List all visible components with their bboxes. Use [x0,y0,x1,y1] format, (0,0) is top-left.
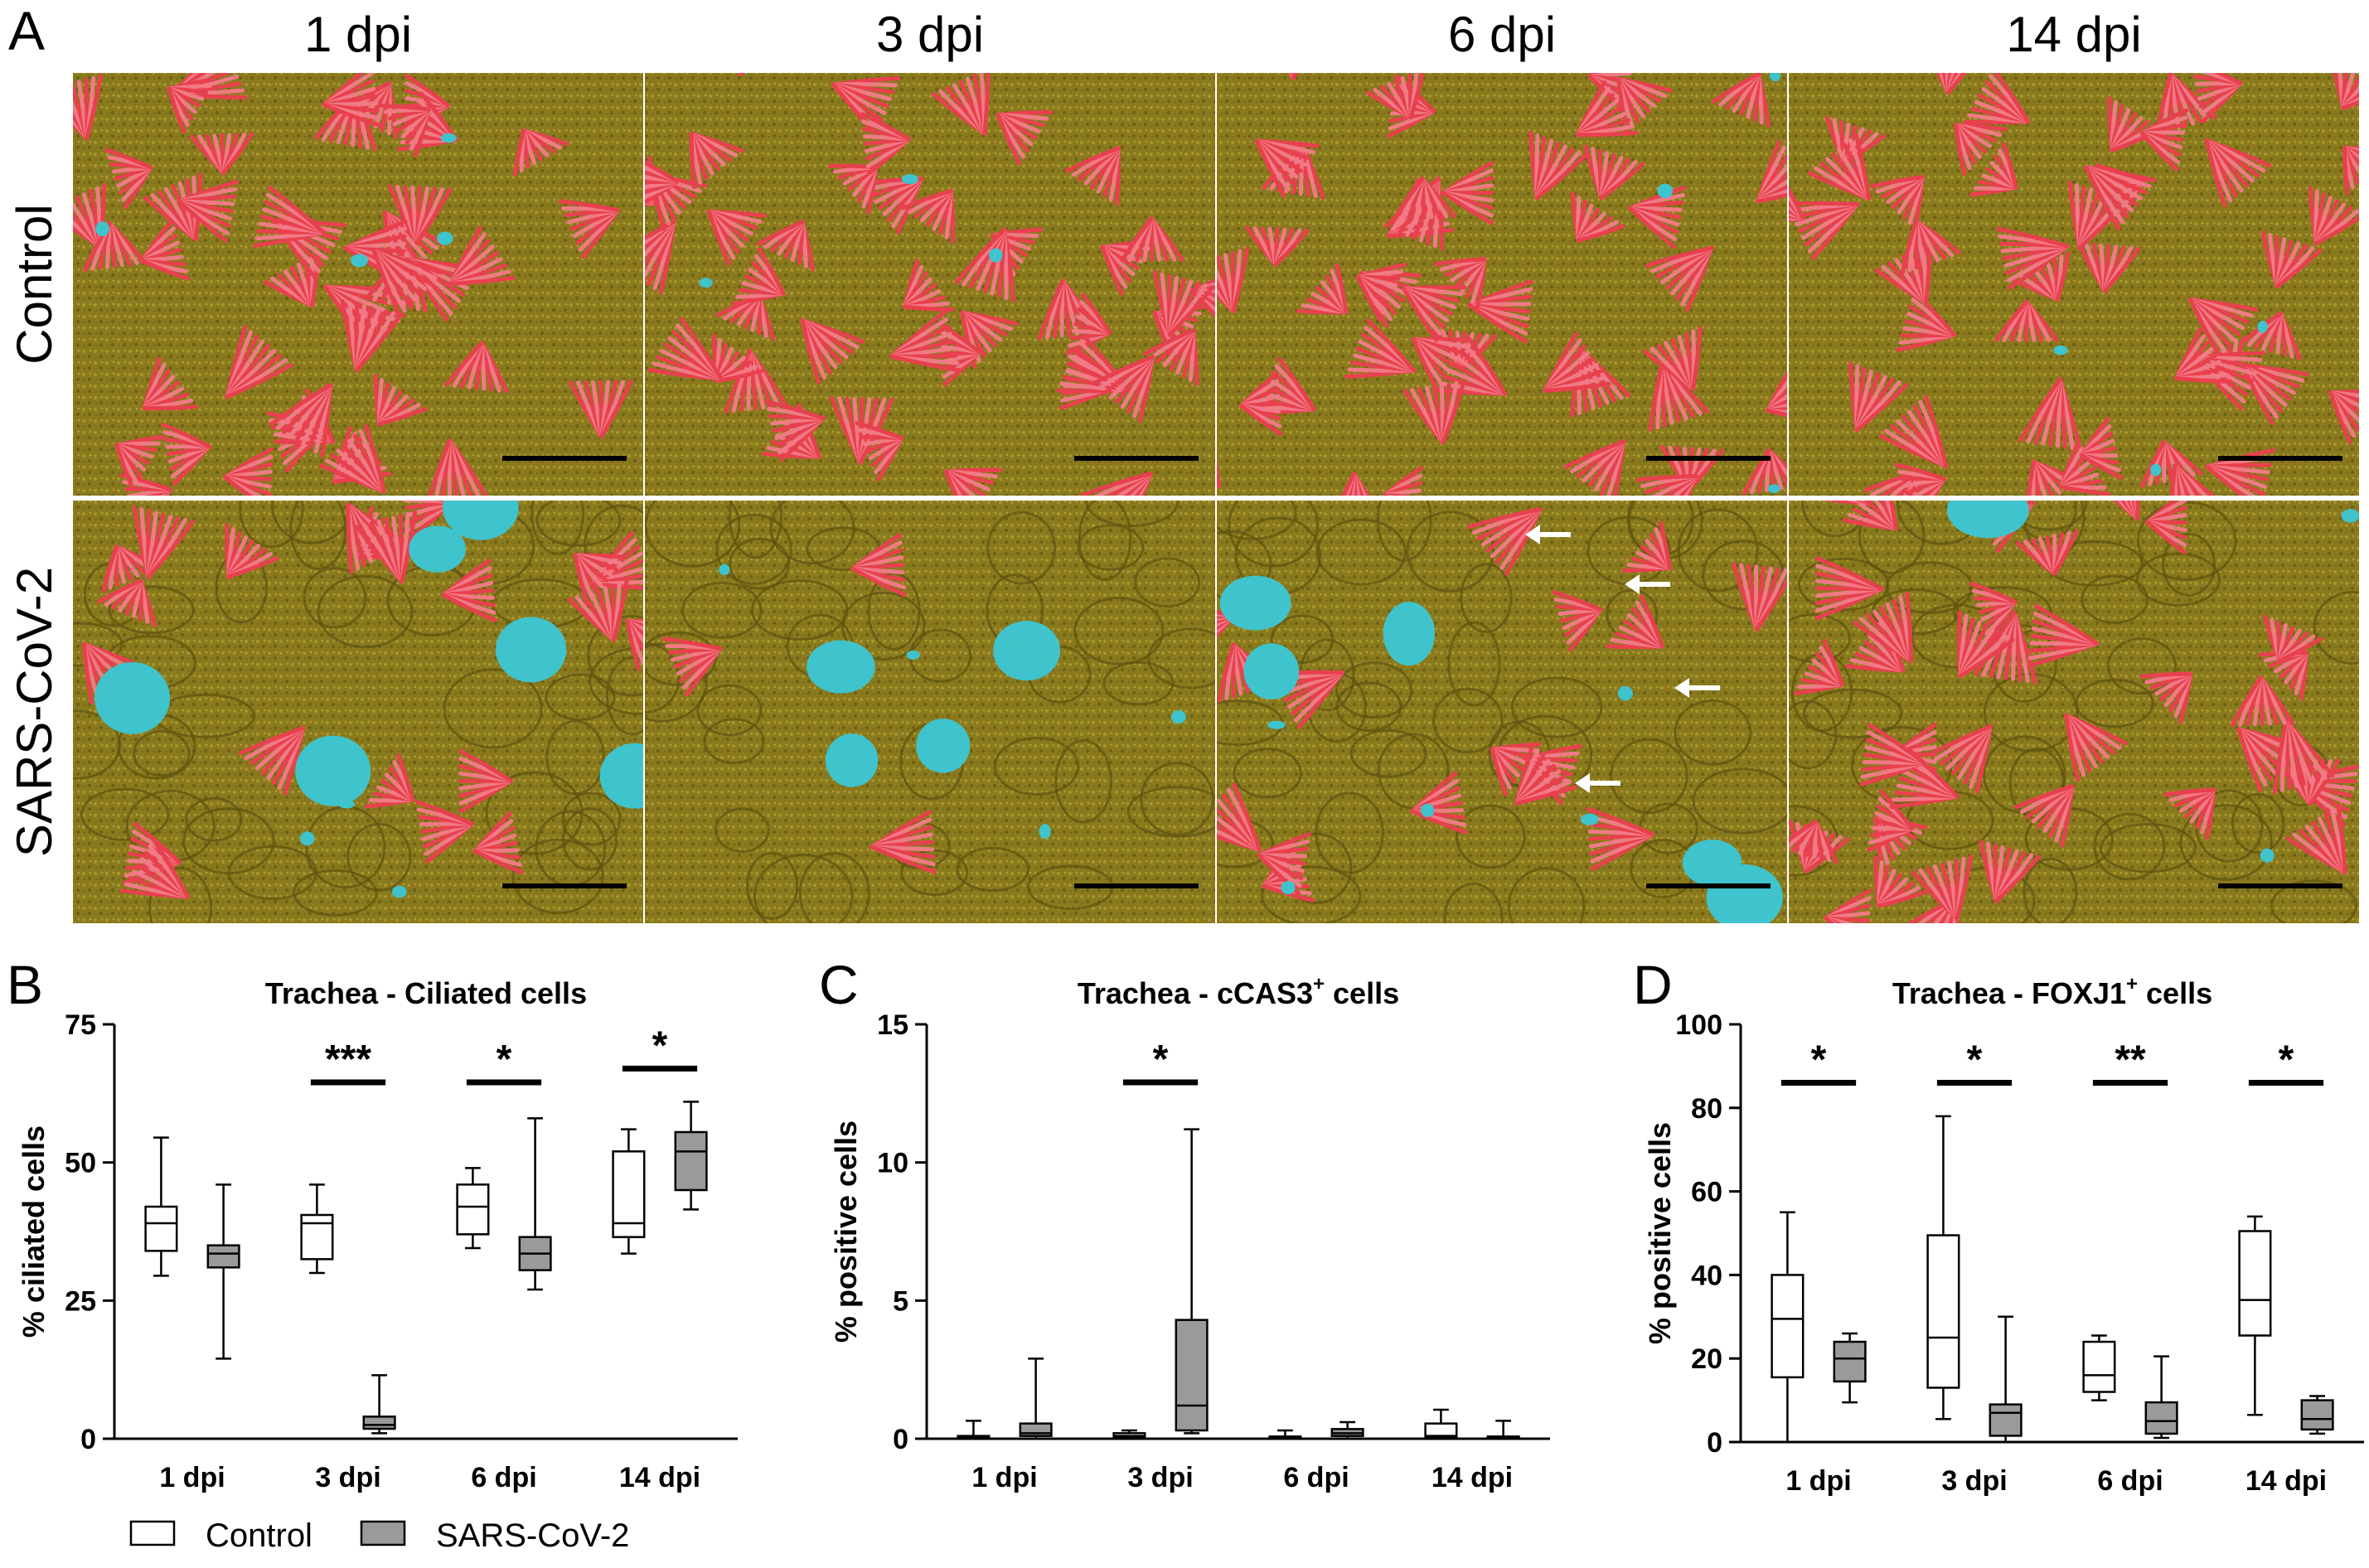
y-tick-label: 25 [65,1285,96,1317]
y-axis-label: % positive cells [829,1120,863,1343]
panel-letter: C [819,954,859,1015]
box-sars-cov-2 [518,1117,552,1291]
y-tick-label: 50 [65,1148,96,1179]
column-header: 6 dpi [1448,7,1556,62]
x-tick-label: 1 dpi [159,1462,225,1493]
box-sars-cov-2 [1486,1420,1520,1440]
row-header: Control [7,204,62,364]
x-tick-label: 3 dpi [315,1462,380,1493]
significance-stars: *** [325,1038,371,1082]
y-tick-label: 0 [1707,1427,1722,1459]
column-headers: 1 dpi 3 dpi 6 dpi 14 dpi [304,7,2142,62]
legend-label-control: Control [206,1517,312,1554]
x-tick-label: 1 dpi [971,1462,1037,1493]
x-tick-label: 6 dpi [471,1462,536,1493]
box-sars-cov-2 [674,1101,708,1211]
box-sars-cov-2 [206,1183,240,1360]
box-sars-cov-2 [362,1374,396,1435]
y-tick-label: 20 [1691,1343,1722,1375]
y-tick-label: 15 [877,1009,908,1041]
y-axis-label: % positive cells [1643,1122,1677,1344]
panel-letter: D [1633,954,1673,1015]
legend-swatch-control [129,1520,176,1546]
x-tick-label: 6 dpi [2097,1465,2163,1497]
legend: Control SARS-CoV-2 [129,1517,629,1554]
micrograph-tile [73,73,643,496]
y-tick-label: 40 [1691,1260,1722,1291]
box-control [1771,1211,1805,1444]
chart-title: Trachea - Ciliated cells [265,976,587,1010]
micrograph-tile [1217,501,1787,923]
x-tick-label: 14 dpi [1432,1462,1513,1493]
box-control [1268,1429,1302,1440]
row-header: SARS-CoV-2 [7,567,62,857]
box-control [2082,1334,2116,1401]
y-tick-label: 60 [1691,1177,1722,1208]
x-tick-label: 3 dpi [1941,1465,2007,1497]
micrograph-grid [73,73,2359,923]
panel-a-letter: A [8,0,45,61]
significance-stars: * [2279,1038,2294,1082]
row-headers: Control SARS-CoV-2 [7,204,62,857]
significance-stars: * [1153,1038,1169,1082]
micrograph-tile [1789,501,2359,923]
box-sars-cov-2 [1019,1357,1053,1440]
significance-stars: * [1967,1038,1983,1082]
x-tick-label: 6 dpi [1283,1462,1349,1493]
y-tick-label: 100 [1675,1009,1722,1041]
y-tick-label: 10 [877,1148,908,1179]
micrograph-tile [645,501,1215,923]
box-control [144,1136,178,1277]
chart-title: Trachea - FOXJ1+ cells [1892,973,2212,1010]
x-tick-label: 14 dpi [619,1462,700,1493]
y-axis-label: % ciliated cells [17,1125,51,1338]
box-sars-cov-2 [1175,1128,1209,1435]
micrograph-tile [1789,73,2359,496]
box-sars-cov-2 [1330,1420,1364,1440]
box-control [1112,1429,1146,1440]
box-control [456,1167,490,1250]
x-tick-label: 14 dpi [2245,1465,2327,1497]
significance-stars: ** [2115,1038,2146,1082]
box-sars-cov-2 [1833,1332,1867,1404]
chart-c-ccas3-cells: C Trachea - cCAS3+ cells 0 5 10 15 % positive … [819,954,1550,1493]
box-control [2238,1215,2272,1416]
x-tick-label: 1 dpi [1785,1465,1851,1497]
significance-stars: * [497,1038,512,1082]
y-tick-label: 75 [65,1009,96,1041]
y-tick-label: 0 [80,1424,96,1455]
box-control [300,1183,334,1275]
y-tick-label: 5 [893,1285,908,1317]
micrograph-tile [1217,73,1787,496]
box-sars-cov-2 [1989,1315,2023,1444]
column-header: 1 dpi [304,7,412,62]
chart-title: Trachea - cCAS3+ cells [1078,973,1399,1010]
box-control [1926,1115,1960,1420]
significance-stars: * [1811,1038,1827,1082]
significance-stars: * [652,1024,668,1067]
micrograph-tile [645,73,1215,496]
x-tick-label: 3 dpi [1127,1462,1193,1493]
box-control [612,1128,646,1255]
panel-letter: B [7,954,43,1015]
column-header: 3 dpi [876,7,984,62]
y-tick-label: 80 [1691,1093,1722,1125]
panel-a-micrographs: A 1 dpi 3 dpi 6 dpi 14 dpi Control SARS-CoV-… [7,0,2359,923]
box-sars-cov-2 [2300,1395,2334,1435]
legend-label-sars: SARS-CoV-2 [436,1517,629,1554]
box-sars-cov-2 [2144,1355,2178,1440]
box-control [1424,1408,1458,1440]
legend-swatch-sars [360,1520,406,1546]
y-tick-label: 0 [893,1424,908,1455]
box-control [957,1420,991,1440]
micrograph-tile [73,501,643,923]
chart-b-ciliated-cells: B Trachea - Ciliated cells 0 25 50 75 % ciliat… [7,954,738,1493]
column-header: 14 dpi [2006,7,2141,62]
chart-d-foxj1-cells: D Trachea - FOXJ1+ cells 0 20 40 60 80 100 % pos… [1633,954,2364,1497]
